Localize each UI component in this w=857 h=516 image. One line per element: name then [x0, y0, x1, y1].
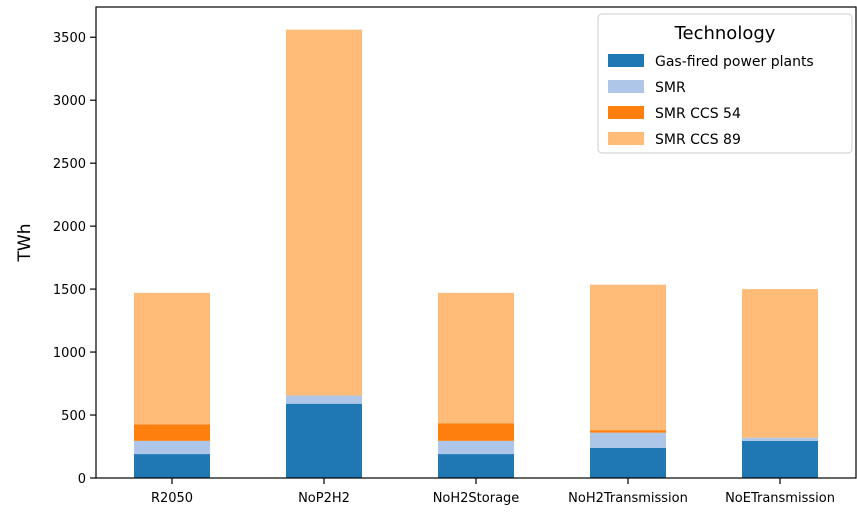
y-tick-label: 3500: [53, 31, 86, 46]
bar-NoH2Transmission-series-1: [590, 432, 666, 448]
bar-NoH2Storage-series-0: [438, 454, 514, 478]
y-tick-label: 0: [78, 472, 86, 487]
bar-NoH2Storage-series-2: [438, 423, 514, 441]
legend-title: Technology: [674, 23, 776, 44]
x-tick-label-NoH2Transmission: NoH2Transmission: [568, 491, 688, 506]
legend-swatch-2: [608, 106, 644, 119]
bar-NoP2H2-series-0: [286, 403, 362, 478]
legend-frame: [597, 13, 853, 154]
bar-NoH2Storage-series-3: [438, 292, 514, 424]
x-tick-label-NoH2Storage: NoH2Storage: [433, 491, 520, 506]
y-axis-label: TWh: [15, 224, 35, 263]
bar-NoH2Storage-series-1: [438, 440, 514, 455]
legend-label-1: SMR: [655, 80, 686, 96]
x-tick-label-R2050: R2050: [151, 491, 193, 506]
y-tick-label: 2000: [53, 220, 86, 235]
y-tick-label: 1500: [53, 283, 86, 298]
bar-NoH2Transmission-series-0: [590, 447, 666, 478]
y-tick-label: 2500: [53, 157, 86, 172]
bar-R2050-series-1: [134, 440, 210, 455]
legend-items: Gas-fired power plants SMR SMR CCS 54 SMR C…: [608, 54, 814, 148]
y-tick-label: 1000: [53, 346, 86, 361]
bar-R2050-series-2: [134, 424, 210, 441]
legend-label-3: SMR CCS 89: [655, 132, 741, 148]
bar-NoH2Transmission-series-3: [590, 284, 666, 431]
y-tick-label: 500: [61, 409, 86, 424]
legend-swatch-1: [608, 80, 644, 93]
axes-layer: 0 500 1000 1500 2000 2500 3000 3500 R2050 NoP2H2 N…: [53, 6, 857, 506]
legend-swatch-3: [608, 132, 644, 145]
bars-layer: [134, 29, 818, 478]
legend-label-2: SMR CCS 54: [655, 106, 741, 122]
x-tick-label-NoETransmission: NoETransmission: [725, 491, 835, 506]
bar-NoP2H2-series-1: [286, 395, 362, 404]
bar-NoETransmission-series-1: [742, 437, 818, 441]
bar-NoP2H2-series-3: [286, 29, 362, 396]
bar-R2050-series-3: [134, 292, 210, 425]
x-tick-label-NoP2H2: NoP2H2: [298, 491, 350, 506]
bar-NoETransmission-series-3: [742, 289, 818, 438]
legend: Technology Gas-fired power plants SMR SMR …: [597, 13, 853, 154]
legend-swatch-0: [608, 54, 644, 67]
legend-label-0: Gas-fired power plants: [655, 54, 814, 70]
bar-R2050-series-0: [134, 454, 210, 478]
bar-NoETransmission-series-0: [742, 440, 818, 478]
bar-NoH2Transmission-series-2: [590, 430, 666, 433]
y-tick-label: 3000: [53, 94, 86, 109]
